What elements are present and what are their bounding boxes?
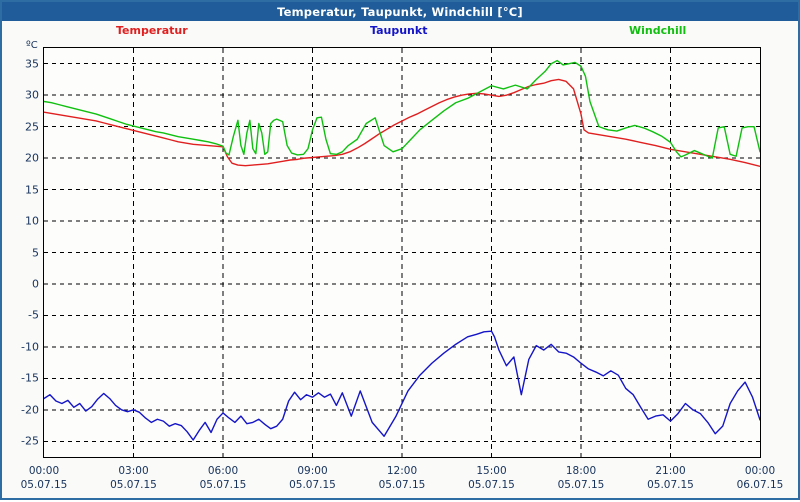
legend-item-taupunkt: Taupunkt bbox=[370, 24, 427, 37]
x-axis-tick-label: 00:00 06.07.15 bbox=[736, 465, 784, 491]
y-axis-tick-label: -10 bbox=[21, 340, 39, 354]
y-axis-tick-label: -25 bbox=[21, 434, 39, 448]
legend-label-taupunkt: Taupunkt bbox=[370, 24, 428, 37]
y-axis-tick-label: 30 bbox=[25, 88, 39, 102]
y-axis-unit: ºC bbox=[26, 40, 38, 51]
x-axis-tick-label: 03:00 05.07.15 bbox=[110, 465, 157, 491]
x-axis-tick-label: 21:00 05.07.15 bbox=[647, 465, 694, 491]
y-axis-tick-label: -5 bbox=[28, 308, 39, 322]
x-axis: 00:00 05.07.15 03:00 05.07.15 06:00 05.07.15 0… bbox=[2, 464, 798, 498]
series-line-windchill bbox=[44, 59, 760, 159]
x-axis-tick-label: 00:00 05.07.15 bbox=[20, 465, 68, 491]
window-titlebar: Temperatur, Taupunkt, Windchill [°C] bbox=[2, 2, 798, 21]
y-axis-tick-label: 0 bbox=[32, 277, 39, 291]
window-title: Temperatur, Taupunkt, Windchill [°C] bbox=[277, 4, 523, 19]
series-line-temperatur bbox=[44, 78, 760, 168]
legend-item-windchill: Windchill bbox=[629, 24, 686, 37]
y-axis-tick-label: -15 bbox=[21, 371, 39, 385]
y-axis: 35 30 25 20 15 10 5 0 -5 -10 -15 -20 -25 bbox=[2, 2, 39, 502]
legend-label-windchill: Windchill bbox=[629, 24, 687, 37]
plot-area bbox=[43, 47, 761, 458]
y-axis-tick-label: 35 bbox=[25, 57, 39, 71]
y-axis-tick-label: -20 bbox=[21, 403, 39, 417]
y-axis-tick-label: 20 bbox=[25, 151, 39, 165]
x-axis-tick-label: 18:00 05.07.15 bbox=[557, 465, 605, 491]
chart-canvas bbox=[44, 48, 760, 457]
legend-item-temperatur: Temperatur bbox=[116, 24, 188, 37]
legend-label-temperatur: Temperatur bbox=[116, 24, 188, 37]
x-axis-tick-label: 06:00 05.07.15 bbox=[199, 465, 247, 491]
y-axis-tick-label: 25 bbox=[25, 120, 39, 134]
series-line-taupunkt bbox=[44, 330, 760, 441]
x-axis-tick-label: 09:00 05.07.15 bbox=[289, 465, 336, 491]
y-axis-tick-label: 15 bbox=[25, 183, 39, 197]
x-axis-tick-label: 12:00 05.07.15 bbox=[378, 465, 426, 491]
y-axis-tick-label: 5 bbox=[32, 246, 39, 259]
y-axis-tick-label: 10 bbox=[25, 214, 39, 228]
x-axis-tick-label: 15:00 05.07.15 bbox=[468, 465, 515, 491]
